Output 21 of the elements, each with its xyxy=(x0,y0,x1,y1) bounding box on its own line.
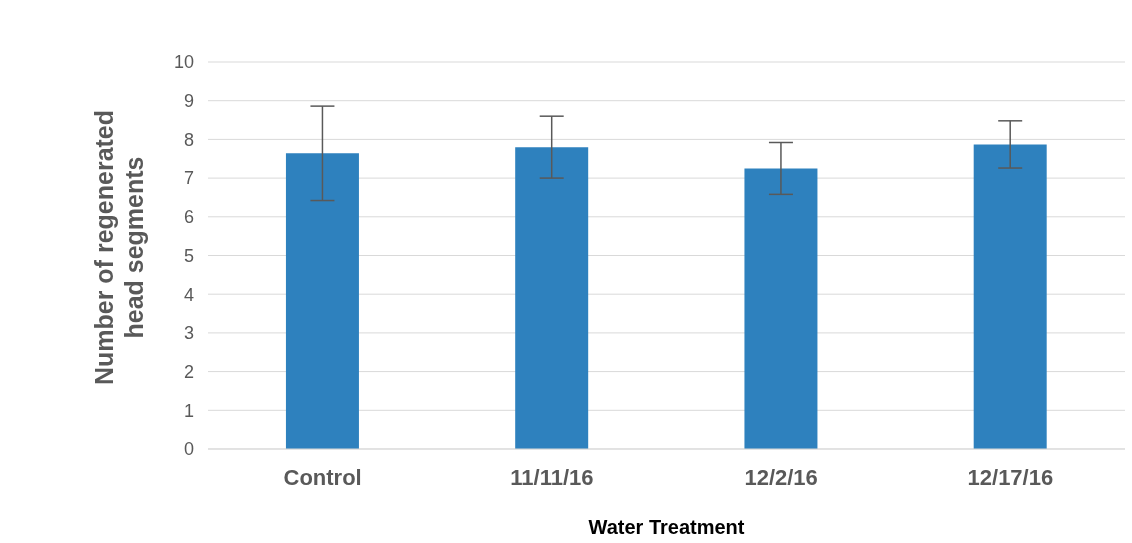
y-tick-label: 0 xyxy=(183,439,194,460)
y-tick-label: 6 xyxy=(183,207,194,228)
bar xyxy=(744,168,818,449)
y-tick-label: 10 xyxy=(173,52,194,73)
bar xyxy=(515,147,589,449)
y-tick-label: 8 xyxy=(183,129,194,150)
y-tick-label: 2 xyxy=(183,361,194,382)
y-tick-label: 9 xyxy=(183,91,194,112)
x-tick-label: 11/11/16 xyxy=(510,464,594,490)
x-axis-title: Water Treatment xyxy=(588,516,745,538)
x-tick-label: 12/2/16 xyxy=(744,464,818,490)
bar xyxy=(973,144,1047,449)
y-tick-label: 3 xyxy=(183,323,194,344)
y-axis-title: Number of regenerated head segments xyxy=(90,109,148,386)
x-tick-label: 12/17/16 xyxy=(967,464,1054,490)
bar xyxy=(285,153,359,449)
x-tick-label: Control xyxy=(283,464,362,490)
y-tick-label: 4 xyxy=(183,284,194,305)
y-tick-label: 7 xyxy=(183,168,194,189)
y-tick-label: 1 xyxy=(183,400,194,421)
y-tick-label: 5 xyxy=(183,245,194,266)
